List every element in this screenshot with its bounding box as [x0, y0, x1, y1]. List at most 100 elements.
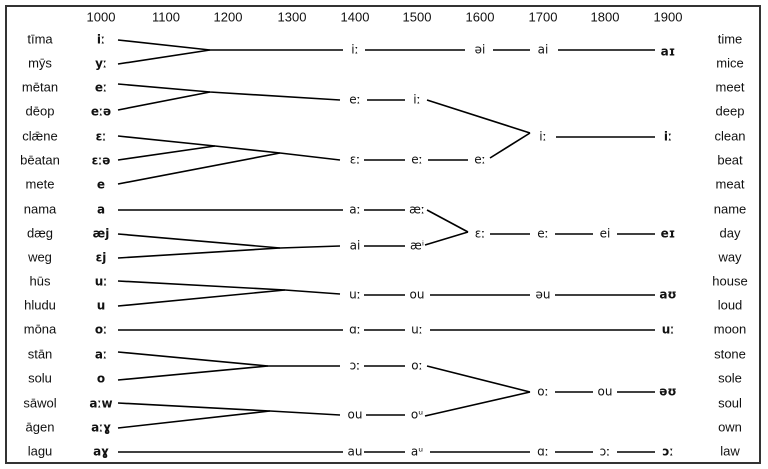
- old-english-vowel: a: [97, 203, 105, 217]
- old-english-vowel: o: [97, 372, 105, 386]
- vowel-node: ou: [348, 408, 363, 422]
- vowel-node: aʊ: [659, 288, 676, 302]
- vowel-node: iː: [664, 130, 672, 144]
- vowel-node: ɑː: [349, 323, 361, 337]
- row-time: tīma iː time: [27, 31, 742, 46]
- shift-line: [489, 132, 531, 159]
- old-english-vowel: oː: [95, 323, 107, 337]
- vowel-node: ai: [538, 43, 549, 57]
- vowel-node: ou: [598, 385, 613, 399]
- row-law: lagu aɣ law: [28, 443, 741, 458]
- shift-line: [117, 91, 211, 111]
- old-english-vowel: u: [97, 299, 106, 313]
- shift-line: [117, 135, 341, 161]
- vowel-node: oː: [411, 359, 422, 373]
- year-label: 1000: [87, 9, 116, 24]
- connector-lines: [117, 39, 655, 453]
- row-moon: mōna oː moon: [24, 321, 747, 336]
- row-name: nama a name: [24, 201, 747, 216]
- year-label: 1300: [278, 9, 307, 24]
- shift-line: [424, 231, 469, 246]
- modern-english-word: name: [714, 201, 747, 216]
- old-english-vowel: ɛːə: [92, 154, 111, 168]
- year-label: 1100: [152, 9, 180, 24]
- vowel-node: aɪ: [661, 45, 676, 59]
- old-english-word: dēop: [26, 103, 55, 118]
- row-stone: stān aː stone: [28, 346, 746, 361]
- old-english-vowel: e: [97, 178, 105, 192]
- old-english-vowel: yː: [95, 57, 107, 71]
- old-english-vowel: uː: [95, 275, 108, 289]
- shift-line: [117, 83, 341, 101]
- old-english-word: mētan: [22, 79, 58, 94]
- shift-line: [117, 152, 281, 185]
- vowel-node: iː: [539, 130, 546, 144]
- old-english-vowel: æj: [93, 227, 110, 241]
- shift-line: [117, 233, 341, 249]
- shift-line: [117, 351, 340, 367]
- old-english-word: mete: [26, 176, 55, 191]
- modern-english-word: meat: [716, 176, 745, 191]
- row-clean: clǣne ɛː clean: [22, 128, 745, 143]
- vowel-node: uː: [349, 288, 361, 302]
- shift-line: [117, 365, 269, 381]
- old-english-word: stān: [28, 346, 53, 361]
- row-way: weg ɛj way: [27, 249, 742, 264]
- vowel-node: əu: [536, 288, 551, 302]
- row-meet: mētan eː meet: [22, 79, 745, 94]
- old-english-vowel: ɛː: [96, 130, 107, 144]
- vowel-node: eː: [537, 227, 548, 241]
- vowel-node: oᵘ: [411, 408, 423, 422]
- year-label: 1200: [214, 9, 243, 24]
- vowel-node: uː: [662, 323, 675, 337]
- modern-english-word: sole: [718, 370, 742, 385]
- vowel-node: uː: [411, 323, 423, 337]
- old-english-vowel: eːə: [91, 105, 111, 119]
- old-english-word: bēatan: [20, 152, 60, 167]
- row-house: hūs uː house: [30, 273, 748, 288]
- old-english-word: tīma: [27, 31, 53, 46]
- modern-english-word: stone: [714, 346, 746, 361]
- vowel-node: iː: [351, 43, 358, 57]
- vowel-node: əʊ: [659, 385, 676, 399]
- old-english-word: dæg: [27, 225, 53, 240]
- old-english-vowel: eː: [95, 81, 107, 95]
- modern-english-word: soul: [718, 395, 742, 410]
- row-mice: mȳs yː mice: [28, 55, 744, 70]
- intermediate-vowels: iː əi ai aɪ eː iː iː iː ɛː eː eː aː æː ai æⁱ ɛː eː ei eɪ uː…: [348, 43, 677, 459]
- old-english-word: lagu: [28, 443, 53, 458]
- old-english-word: nama: [24, 201, 57, 216]
- year-label: 1700: [529, 9, 558, 24]
- old-english-word: solu: [28, 370, 52, 385]
- vowel-node: ɛː: [350, 153, 361, 167]
- shift-line: [426, 209, 469, 233]
- year-label: 1500: [403, 9, 432, 24]
- year-axis: 1000 1100 1200 1300 1400 1500 1600 1700 1800 1900: [87, 9, 683, 24]
- old-english-word: mōna: [24, 321, 57, 336]
- row-day: dæg æj day: [27, 225, 741, 240]
- modern-english-word: law: [720, 443, 740, 458]
- year-label: 1800: [591, 9, 620, 24]
- vowel-node: eː: [349, 93, 360, 107]
- modern-english-word: house: [712, 273, 747, 288]
- modern-english-word: day: [720, 225, 741, 240]
- old-english-vowel: aːw: [89, 397, 112, 411]
- shift-line: [117, 39, 343, 51]
- old-english-vowel: aː: [95, 348, 107, 362]
- row-soul: sāwol aːw soul: [23, 395, 742, 410]
- vowel-node: ou: [410, 288, 425, 302]
- vowel-node: ɔː: [662, 445, 673, 459]
- vowel-node: æⁱ: [410, 239, 424, 253]
- row-loud: hludu u loud: [24, 297, 742, 312]
- modern-english-word: loud: [718, 297, 743, 312]
- old-english-vowel: iː: [97, 33, 105, 47]
- year-label: 1600: [466, 9, 495, 24]
- vowel-node: ɛː: [475, 227, 486, 241]
- vowel-node: oː: [537, 385, 548, 399]
- old-english-word: hludu: [24, 297, 56, 312]
- old-english-vowel: aːɣ: [91, 421, 111, 435]
- vowel-node: eɪ: [661, 227, 676, 241]
- old-english-vowel: ɛj: [96, 251, 107, 265]
- shift-line: [117, 280, 341, 295]
